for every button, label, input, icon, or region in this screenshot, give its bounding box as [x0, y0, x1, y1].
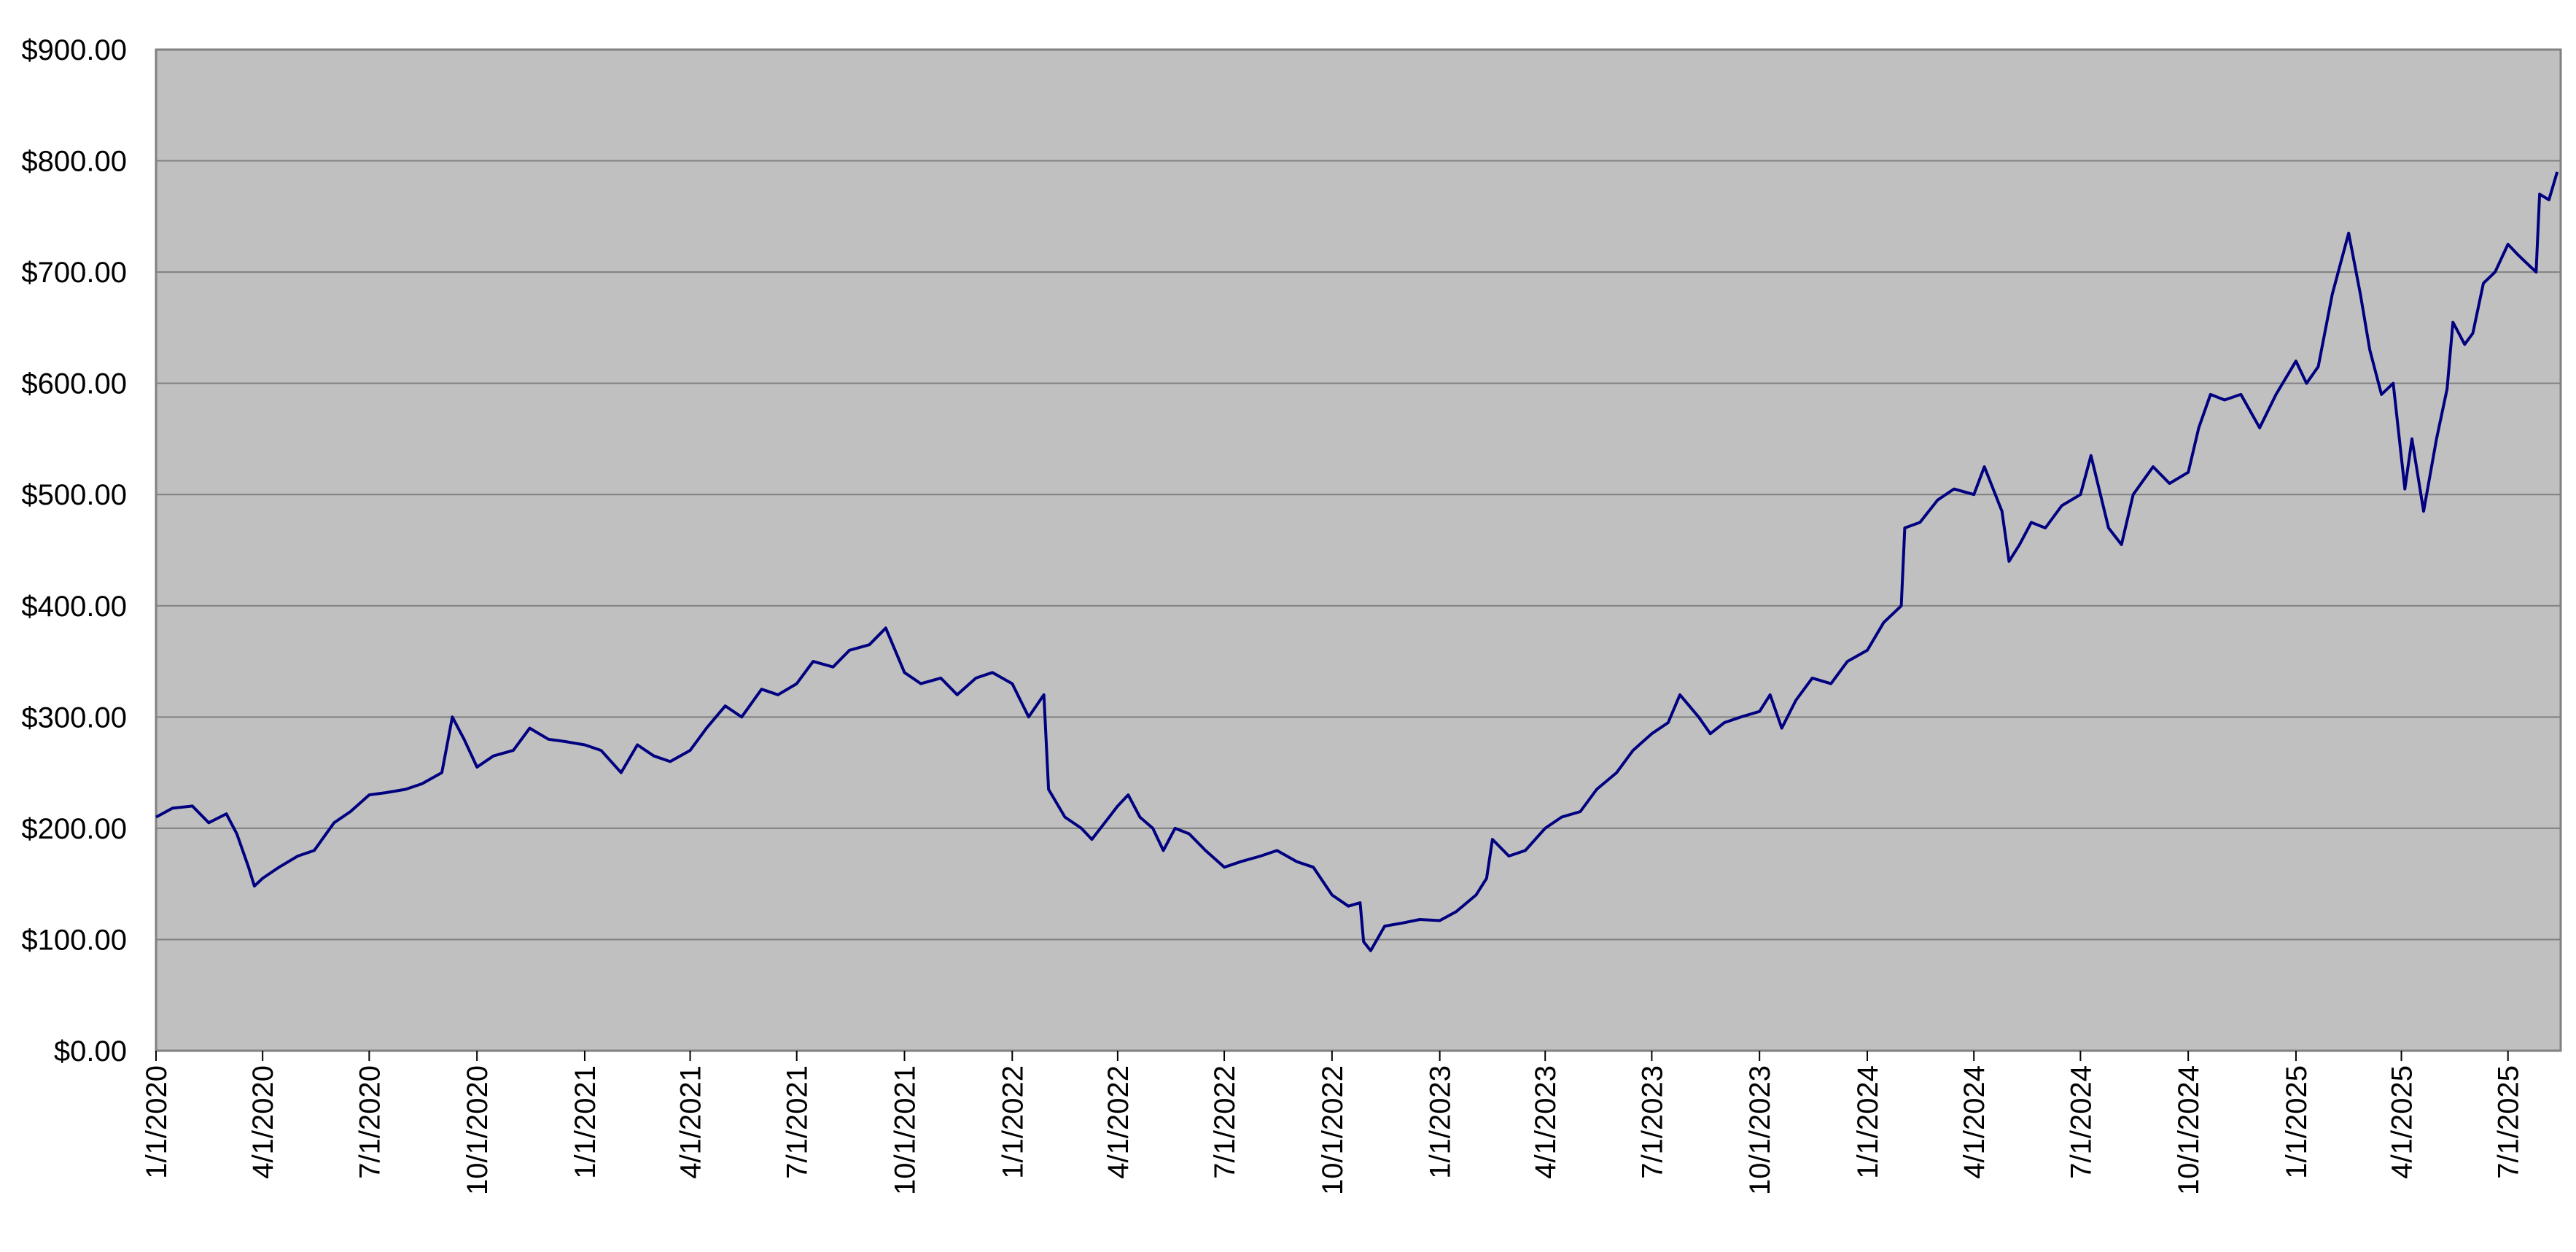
x-tick-label: 7/1/2022	[1209, 1065, 1241, 1179]
x-tick-label: 1/1/2022	[997, 1065, 1029, 1179]
x-tick-label: 1/1/2023	[1425, 1065, 1457, 1179]
x-tick-label: 10/1/2020	[462, 1065, 494, 1195]
x-tick-label: 7/1/2024	[2065, 1065, 2097, 1179]
y-tick-label: $500.00	[21, 479, 127, 511]
x-tick-label: 7/1/2023	[1636, 1065, 1668, 1179]
y-tick-label: $300.00	[21, 701, 127, 734]
x-tick-label: 10/1/2023	[1744, 1065, 1776, 1195]
x-tick-label: 1/1/2021	[569, 1065, 602, 1179]
x-tick-label: 4/1/2024	[1958, 1065, 1991, 1179]
y-tick-label: $100.00	[21, 924, 127, 956]
y-tick-label: $400.00	[21, 591, 127, 623]
plot-area	[155, 48, 2562, 1052]
y-tick-label: $200.00	[21, 813, 127, 845]
y-tick-label: $800.00	[21, 146, 127, 178]
x-tick-label: 4/1/2022	[1102, 1065, 1135, 1179]
x-tick-label: 4/1/2021	[675, 1065, 707, 1179]
x-tick-label: 4/1/2025	[2386, 1065, 2419, 1179]
x-tick-label: 4/1/2023	[1530, 1065, 1562, 1179]
x-tick-label: 7/1/2025	[2493, 1065, 2525, 1179]
x-tick-label: 1/1/2024	[1852, 1065, 1884, 1179]
x-tick-label: 10/1/2024	[2173, 1065, 2205, 1195]
y-tick-label: $600.00	[21, 368, 127, 400]
x-tick-label: 1/1/2020	[141, 1065, 173, 1179]
x-tick-label: 10/1/2021	[890, 1065, 922, 1195]
x-tick-label: 7/1/2021	[782, 1065, 814, 1179]
x-tick-label: 10/1/2022	[1317, 1065, 1349, 1195]
y-tick-label: $0.00	[54, 1035, 127, 1068]
x-tick-label: 4/1/2020	[247, 1065, 279, 1179]
price-line	[155, 171, 2559, 952]
x-tick-label: 1/1/2025	[2281, 1065, 2313, 1179]
y-tick-label: $700.00	[21, 257, 127, 289]
x-tick-label: 7/1/2020	[354, 1065, 386, 1179]
y-tick-label: $900.00	[21, 34, 127, 66]
